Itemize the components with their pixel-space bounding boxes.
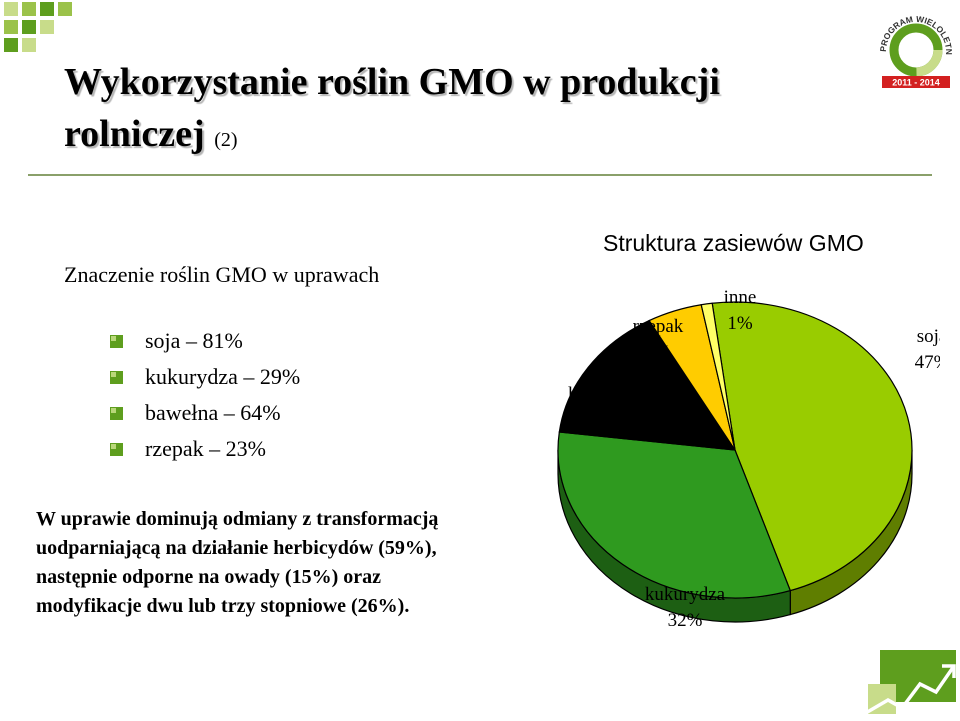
- importance-list: soja – 81% kukurydza – 29% bawełna – 64%…: [110, 323, 300, 467]
- list-item: kukurydza – 29%: [110, 359, 300, 395]
- title-line-2: rolniczej: [64, 113, 205, 155]
- slice-label-kukurydza: kukurydza 32%: [645, 584, 726, 631]
- transformation-paragraph: W uprawie dominują odmiany z transformac…: [36, 505, 526, 621]
- program-logo: PROGRAM WIELOLETNI 2011 - 2014: [874, 6, 958, 90]
- paragraph-line: modyfikacje dwu lub trzy stopniowe (26%)…: [36, 595, 410, 617]
- title-suffix: (2): [214, 129, 238, 151]
- slice-label-inne: inne 1%: [724, 287, 757, 334]
- bullet-icon: [110, 370, 123, 384]
- bullet-icon: [110, 334, 123, 348]
- logo-years: 2011 - 2014: [892, 78, 940, 88]
- importance-subtitle: Znaczenie roślin GMO w uprawach: [64, 262, 380, 287]
- list-item-label: rzepak – 23%: [145, 436, 266, 461]
- list-item: soja – 81%: [110, 323, 300, 359]
- list-item: bawełna – 64%: [110, 395, 300, 431]
- pie-slice-kukurydza: [557, 431, 792, 599]
- growth-chart-logo: [863, 650, 956, 716]
- slice-label-soja: soja47%: [915, 326, 940, 373]
- list-item: rzepak – 23%: [110, 431, 300, 467]
- list-item-label: kukurydza – 29%: [145, 364, 301, 389]
- list-item-label: bawełna – 64%: [145, 400, 281, 425]
- slice-label-bawełna: bawełna 15%: [568, 384, 632, 431]
- slice-label-rzepak: rzepak 5%: [633, 316, 684, 363]
- paragraph-line: uodparniającą na działanie herbicydów (5…: [36, 537, 437, 559]
- page-title: Wykorzystanie roślin GMO w produkcji rol…: [64, 56, 864, 166]
- paragraph-line: W uprawie dominują odmiany z transformac…: [36, 508, 439, 530]
- title-line-1: Wykorzystanie roślin GMO w produkcji: [64, 61, 720, 103]
- pie-slice-bawełna: [558, 319, 737, 451]
- decorative-squares: [4, 2, 72, 52]
- pie-slice-inne: [700, 302, 736, 451]
- paragraph-line: następnie odporne na owady (15%) oraz: [36, 566, 382, 588]
- bullet-icon: [110, 442, 123, 456]
- chart-title: Struktura zasiewów GMO: [603, 230, 864, 256]
- list-item-label: soja – 81%: [145, 328, 243, 353]
- title-divider: [28, 174, 932, 176]
- bullet-icon: [110, 406, 123, 420]
